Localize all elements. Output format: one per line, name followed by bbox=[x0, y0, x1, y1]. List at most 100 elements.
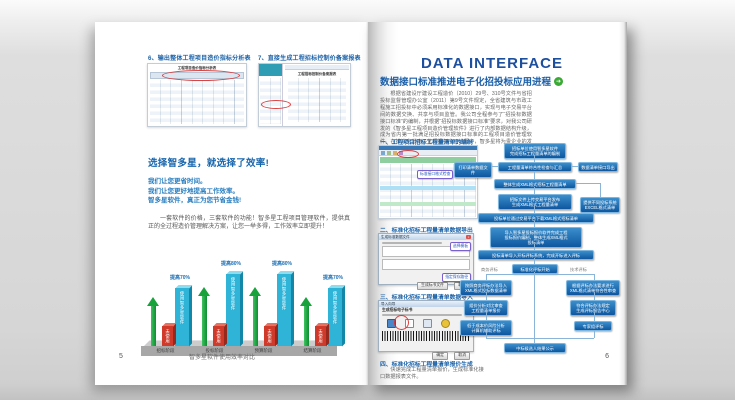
dialog2-textline bbox=[382, 242, 442, 244]
slogan-line-2: 我们让您更好地提高工作效率。 bbox=[148, 187, 239, 195]
slogan-line-3: 智多星软件，真正为您节省金钱! bbox=[148, 197, 242, 204]
flow-connector bbox=[534, 258, 535, 264]
unused-bar-label: 未使用 bbox=[318, 329, 324, 344]
left-page-number: 5 bbox=[119, 353, 123, 360]
table2-toolbar bbox=[285, 65, 349, 70]
section2-title: 二、标准化招标工程量清单数据导出 bbox=[380, 228, 473, 234]
stage-label-4: 结算阶段 bbox=[303, 348, 322, 353]
efficiency-bar-chart: 招标阶段 投标阶段 预算阶段 结算阶段 提高70% 未使用 使用智多星软件 提高… bbox=[137, 248, 357, 360]
flow-node-4: 招标文件上传交易平台发布 生成XML格式工程量清单 bbox=[498, 194, 572, 210]
dialog2-callout-path: 指定保存路径 bbox=[442, 273, 471, 282]
figure6-caption: 6、输出整体工程项目造价指标分析表 bbox=[148, 56, 251, 62]
slogan-lines: 我们让您更省时间。 我们让您更好地提高工作效率。 智多星软件，真正为您节省金钱! bbox=[148, 177, 241, 206]
flow-node-2: 工程量清单符合性检查与汇总 bbox=[498, 162, 572, 173]
chart-group-3: 提高80% 未使用 使用智多星软件 bbox=[249, 246, 292, 346]
toolbar-icon bbox=[387, 150, 391, 155]
flow-connector bbox=[534, 272, 535, 343]
unused-bar: 未使用 bbox=[315, 326, 326, 346]
chart-platform-front: 招标阶段 投标阶段 预算阶段 结算阶段 bbox=[141, 346, 337, 356]
chart-caption: 智多星软件使用效率对比 bbox=[189, 355, 256, 361]
table2-screenshot: 工程招标控制价备案报表 bbox=[258, 63, 351, 127]
percent-label: 提高80% bbox=[271, 261, 292, 267]
unused-bar: 未使用 bbox=[213, 326, 224, 346]
dialog3-red-circle bbox=[394, 315, 409, 330]
flow-connector bbox=[576, 183, 600, 184]
shot1-titlebar bbox=[379, 146, 477, 150]
flow-node-final: 中标候选人结果公示 bbox=[504, 343, 566, 354]
close-icon: × bbox=[466, 235, 471, 239]
flow-connector bbox=[534, 221, 535, 227]
unused-bar: 未使用 bbox=[162, 326, 173, 346]
dialog2-callout-template: 选择模板 bbox=[449, 242, 471, 251]
flow-node-R2: 符合评标办法规定 生成评标报告中心 bbox=[570, 300, 616, 316]
shot1-highlight-row-cyan bbox=[380, 186, 476, 190]
flow-node-5: 投标单位通过交易平台下载XML格式招标清单 bbox=[478, 213, 594, 224]
stage-label-2: 投标阶段 bbox=[205, 348, 224, 353]
shot1-highlight-row-green bbox=[380, 202, 476, 206]
shot1-header-row bbox=[380, 157, 476, 163]
flow-connector bbox=[486, 338, 594, 339]
table1-screenshot: 工程项目造价指标分析表 bbox=[147, 63, 247, 127]
growth-arrow bbox=[249, 287, 261, 346]
flow-node-R1: 根据评标办法要求进行 XML格式清单符合性审查 bbox=[566, 280, 620, 296]
stage-label-1: 招标阶段 bbox=[156, 348, 175, 353]
table2-left-panel bbox=[259, 64, 283, 126]
flow-connector bbox=[572, 166, 578, 167]
growth-arrow-head bbox=[198, 287, 210, 296]
flow-connector bbox=[486, 274, 594, 275]
slogan-line-1: 我们让您更省时间。 bbox=[148, 178, 207, 185]
section3-title: 三、标准化招标工程量清单数据导入 bbox=[380, 295, 473, 301]
flow-node-export: 数据清单接口导出 bbox=[578, 162, 618, 173]
shot1-red-circle bbox=[397, 150, 419, 158]
branch-right-label: 技术评标 bbox=[570, 267, 587, 272]
dialog2-title: 生成标准数据文件 bbox=[381, 234, 410, 239]
flow-node-7: 投标清单导入开标评标系统，完成开标进入评标 bbox=[478, 250, 594, 261]
flow-connector bbox=[594, 274, 595, 280]
growth-arrow bbox=[300, 297, 312, 346]
table1-title: 工程项目造价指标分析表 bbox=[177, 66, 217, 70]
right-page: DATA INTERFACE 数据接口标准推进电子化招投标应用进程 ➜ 根据省建… bbox=[368, 22, 627, 385]
used-bar-label: 使用智多星软件 bbox=[231, 277, 236, 311]
shot1-toolbar bbox=[379, 150, 477, 156]
flow-connector bbox=[534, 171, 535, 179]
flow-connector bbox=[594, 331, 595, 338]
section2-dialog: 生成标准数据文件 × 生成标书文件 取消 选择模板 指定保存路径 bbox=[378, 233, 474, 290]
flow-node-8: 标准化评标开始 bbox=[512, 264, 558, 275]
barcode-strip bbox=[382, 331, 470, 341]
shot1-tooltip: 标准接口格式检查 bbox=[417, 170, 454, 179]
toolbar-icon bbox=[381, 150, 385, 155]
key-icon bbox=[441, 319, 450, 328]
left-headline: 选择智多星，就选择了效率! bbox=[148, 158, 270, 169]
flow-node-6: 导入智多星投标报价软件完成工程 投标报价编制，整体生成XML格式 投标清单 bbox=[490, 227, 582, 249]
section1-title: 一、工程项目招标工程量清单的编制 bbox=[380, 140, 473, 146]
dialog3-icon-row bbox=[379, 315, 473, 330]
flow-connector bbox=[486, 332, 487, 338]
flow-connector bbox=[594, 312, 595, 321]
unused-bar-label: 未使用 bbox=[216, 329, 222, 344]
table2-rows bbox=[288, 78, 346, 122]
growth-arrow-head bbox=[147, 297, 159, 306]
growth-arrow-stem bbox=[303, 306, 309, 346]
dialog3-textline bbox=[382, 314, 462, 316]
left-page-spine-edge bbox=[366, 22, 368, 385]
page-subtitle: 数据接口标准推进电子化招投标应用进程 ➜ bbox=[380, 74, 564, 88]
flow-connector bbox=[486, 274, 487, 280]
right-page-edge bbox=[619, 22, 627, 385]
table2-red-circle bbox=[261, 100, 291, 109]
flow-connector bbox=[492, 166, 498, 167]
flow-connector bbox=[600, 183, 601, 197]
left-page: 6、输出整体工程项目造价指标分析表 工程项目造价指标分析表 7、直接生成工程招标… bbox=[95, 22, 368, 385]
stage-label-3: 预算阶段 bbox=[254, 348, 273, 353]
dialog2-titlebar: 生成标准数据文件 × bbox=[379, 234, 473, 240]
percent-label: 提高70% bbox=[169, 275, 190, 281]
growth-arrow-stem bbox=[150, 306, 156, 346]
growth-arrow bbox=[198, 287, 210, 346]
percent-label: 提高80% bbox=[220, 261, 241, 267]
right-page-number: 6 bbox=[605, 353, 609, 360]
growth-arrow-stem bbox=[252, 296, 258, 346]
used-bar: 使用智多星软件 bbox=[226, 274, 240, 346]
unused-bar-label: 未使用 bbox=[267, 329, 273, 344]
flow-connector bbox=[486, 312, 487, 320]
table1-red-circle bbox=[162, 70, 240, 81]
